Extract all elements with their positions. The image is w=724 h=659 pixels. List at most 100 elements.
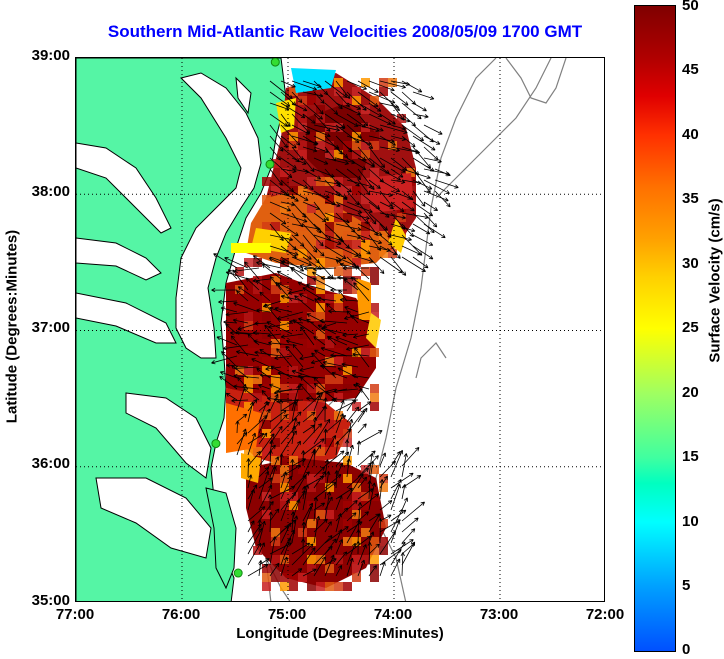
radar-station-marker (265, 159, 275, 169)
velocity-arrow (313, 124, 340, 132)
velocity-arrow (247, 433, 265, 445)
velocity-arrow (317, 296, 337, 302)
map-title: Southern Mid-Atlantic Raw Velocities 200… (107, 22, 583, 41)
velocity-arrow (302, 568, 317, 577)
velocity-arrow (390, 483, 401, 511)
x-tick-label: 75:00 (267, 606, 307, 623)
velocity-cell (316, 303, 325, 312)
velocity-arrow (291, 102, 308, 112)
velocity-arrow (335, 565, 343, 577)
velocity-arrow (313, 146, 329, 154)
velocity-cell (334, 330, 343, 339)
velocity-cell (307, 204, 316, 213)
velocity-arrow (259, 291, 271, 302)
velocity-arrow (412, 179, 433, 190)
velocity-cell (361, 231, 370, 240)
velocity-arrow (232, 318, 249, 324)
velocity-arrow (327, 336, 348, 346)
velocity-cell (361, 492, 370, 501)
velocity-arrow (401, 501, 425, 522)
velocity-cell (334, 303, 343, 312)
velocity-arrow (379, 245, 398, 256)
velocity-cell (316, 447, 325, 456)
velocity-cell (370, 141, 379, 150)
velocity-arrow (330, 353, 359, 358)
velocity-arrow (335, 539, 343, 555)
velocity-arrow (357, 502, 363, 533)
velocity-arrow (390, 478, 402, 500)
velocity-cell (325, 510, 334, 519)
velocity-cell (370, 393, 379, 402)
velocity-arrow (291, 474, 307, 500)
velocity-arrow (313, 157, 329, 165)
velocity-arrow (247, 523, 262, 544)
velocity-patch (291, 68, 336, 93)
velocity-arrow (302, 190, 330, 199)
velocity-arrow (280, 333, 304, 339)
velocity-cell (379, 537, 388, 546)
velocity-cell (253, 393, 262, 402)
velocity-arrow (280, 421, 301, 445)
velocity-arrow (379, 530, 396, 555)
velocity-arrow (412, 91, 435, 100)
velocity-arrow (302, 502, 313, 522)
velocity-cell (325, 564, 334, 573)
velocity-arrow (252, 330, 271, 336)
velocity-arrow (269, 80, 293, 100)
velocity-cell (280, 168, 289, 177)
velocity-arrow (346, 406, 360, 423)
velocity-arrow (230, 330, 249, 336)
velocity-arrow (313, 376, 326, 390)
velocity-cell (343, 501, 352, 510)
velocity-arrow (225, 392, 238, 401)
velocity-arrow (291, 80, 317, 91)
velocity-arrow (247, 527, 263, 555)
velocity-cell (343, 213, 352, 222)
velocity-arrow (269, 201, 292, 212)
velocity-arrow (423, 201, 438, 211)
velocity-arrow (423, 135, 441, 145)
velocity-cell (370, 132, 379, 141)
velocity-cell (334, 555, 343, 564)
velocity-arrow (299, 366, 315, 372)
velocity-arrow (233, 301, 260, 313)
velocity-arrow (287, 289, 304, 295)
velocity-arrow (346, 519, 361, 544)
velocity-cell (343, 582, 352, 591)
velocity-arrow (253, 339, 271, 346)
velocity-arrow (412, 190, 426, 207)
velocity-cell (379, 87, 388, 96)
velocity-cell (379, 519, 388, 528)
velocity-arrow (291, 543, 314, 566)
velocity-arrow (368, 256, 385, 275)
velocity-arrow (268, 449, 273, 467)
velocity-cell (307, 132, 316, 141)
velocity-arrow (313, 91, 325, 104)
velocity-arrow (313, 234, 342, 246)
map-plot-area[interactable] (75, 57, 605, 602)
velocity-arrow (290, 511, 296, 533)
velocity-arrow (269, 234, 293, 242)
velocity-arrow (269, 393, 279, 412)
velocity-cell (244, 312, 253, 321)
velocity-cell (289, 474, 298, 483)
velocity-arrow (305, 283, 326, 291)
velocity-arrow (258, 408, 271, 434)
velocity-arrow (412, 234, 434, 246)
velocity-arrow (267, 333, 282, 338)
velocity-cell (316, 240, 325, 249)
velocity-cell (334, 195, 343, 204)
velocity-arrow (255, 280, 271, 291)
velocity-arrow (269, 146, 281, 161)
velocity-arrow (379, 80, 406, 89)
velocity-cell (334, 78, 343, 87)
velocity-arrow (313, 535, 333, 555)
velocity-arrow (368, 543, 380, 555)
velocity-cell (316, 285, 325, 294)
velocity-arrow (302, 234, 318, 253)
velocity-map[interactable] (76, 58, 605, 602)
velocity-arrow (313, 556, 326, 577)
velocity-arrow (268, 383, 282, 390)
velocity-arrow (302, 113, 316, 124)
velocity-arrow (313, 201, 329, 222)
